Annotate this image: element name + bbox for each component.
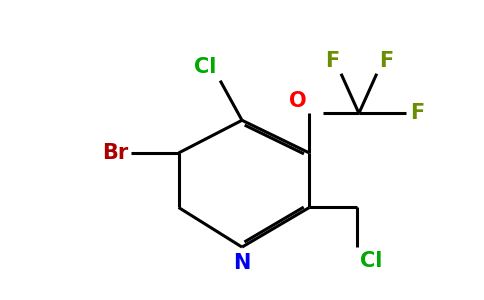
Text: Br: Br bbox=[102, 143, 128, 163]
Text: N: N bbox=[233, 253, 251, 273]
Text: F: F bbox=[325, 51, 339, 71]
Text: O: O bbox=[289, 92, 306, 111]
Text: F: F bbox=[410, 103, 424, 123]
Text: Cl: Cl bbox=[194, 57, 216, 77]
Text: F: F bbox=[378, 51, 393, 71]
Text: Cl: Cl bbox=[360, 251, 382, 271]
